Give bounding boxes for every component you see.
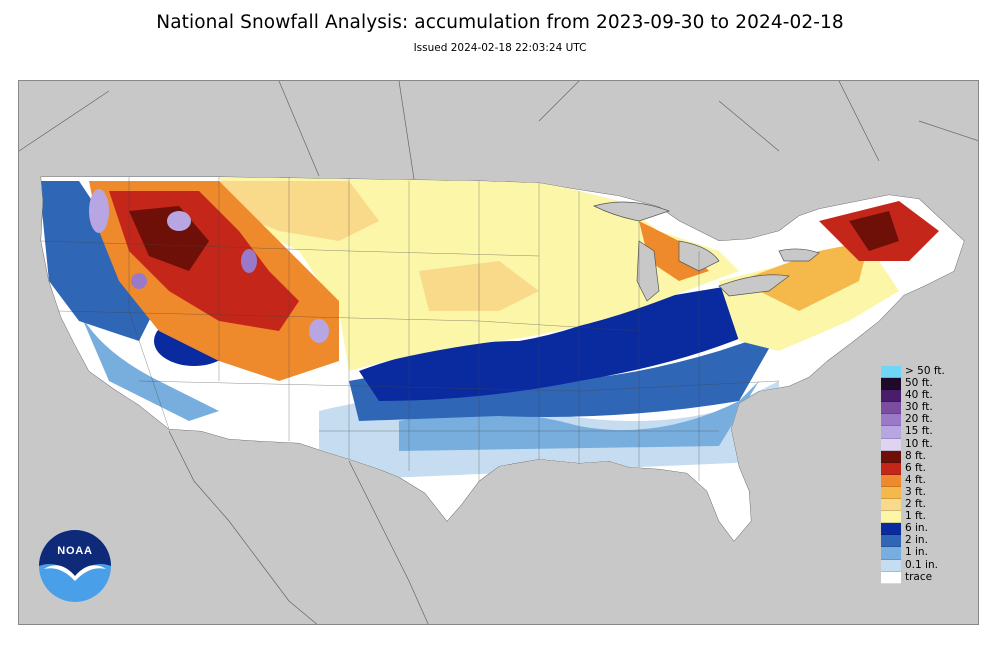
legend-label: > 50 ft. [905,365,945,377]
legend-item: 3 ft. [881,485,961,500]
legend-swatch [881,438,901,451]
legend-item: > 50 ft. [881,365,961,379]
snowfall-map[interactable]: NOAA [18,80,979,625]
legend-label: trace [905,570,933,583]
legend-label: 2 in. [905,534,928,547]
legend-label: 2 ft. [905,498,926,511]
legend-label: 50 ft. [905,377,933,390]
snowfall-field [41,177,964,541]
legend-item: 0.1 in. [881,558,961,572]
legend-swatch [881,366,901,379]
legend-item: 4 ft. [881,473,961,487]
legend-label: 15 ft. [905,425,933,438]
legend-swatch [881,523,901,536]
legend-item: trace [881,570,961,584]
legend-label: 3 ft. [905,485,926,498]
legend-label: 1 ft. [905,510,926,523]
map-canvas [19,81,978,624]
issued-timestamp: Issued 2024-02-18 22:03:24 UTC [413,42,587,54]
legend-label: 6 ft. [905,461,926,474]
legend-label: 0.1 in. [905,558,938,571]
legend-swatch [881,559,901,572]
legend-item: 1 in. [881,546,961,560]
legend-item: 6 ft. [881,461,961,475]
noaa-logo: NOAA [39,530,111,602]
legend-swatch [881,378,901,391]
legend-item: 40 ft. [881,389,961,403]
legend-swatch [881,414,901,427]
legend-label: 20 ft. [905,413,933,426]
legend-swatch [881,474,901,487]
legend-swatch [881,547,901,560]
legend-item: 20 ft. [881,413,961,427]
legend-item: 8 ft. [881,449,961,463]
legend-swatch [881,571,901,584]
legend-item: 50 ft. [881,377,961,391]
legend-item: 6 in. [881,522,961,536]
legend-label: 30 ft. [905,401,933,414]
legend-label: 40 ft. [905,389,933,402]
map-title: National Snowfall Analysis: accumulation… [156,12,844,33]
legend-label: 10 ft. [905,437,933,450]
legend-label: 1 in. [905,546,928,559]
noaa-logo-text: NOAA [57,545,93,557]
legend: > 50 ft. 50 ft. 40 ft. 30 ft. 20 ft. 15 ft. 10… [881,365,961,584]
state-boundaries [40,177,780,481]
legend-swatch [881,486,901,500]
legend-swatch [881,535,901,548]
legend-item: 2 ft. [881,498,961,512]
legend-label: 8 ft. [905,449,926,462]
legend-item: 1 ft. [881,510,961,524]
legend-swatch [881,402,901,415]
great-lakes [593,201,820,302]
legend-swatch [881,499,901,512]
legend-swatch [881,426,901,439]
legend-label: 4 ft. [905,473,926,486]
legend-item: 30 ft. [881,401,961,415]
legend-swatch [881,511,901,524]
legend-swatch [881,390,901,403]
legend-swatch [881,450,901,463]
legend-item: 2 in. [881,534,961,548]
legend-item: 15 ft. [881,425,961,439]
legend-label: 6 in. [905,522,928,535]
legend-item: 10 ft. [881,437,961,451]
legend-swatch [881,462,901,475]
mexico-coast [168,430,429,624]
canada-border [19,81,978,180]
